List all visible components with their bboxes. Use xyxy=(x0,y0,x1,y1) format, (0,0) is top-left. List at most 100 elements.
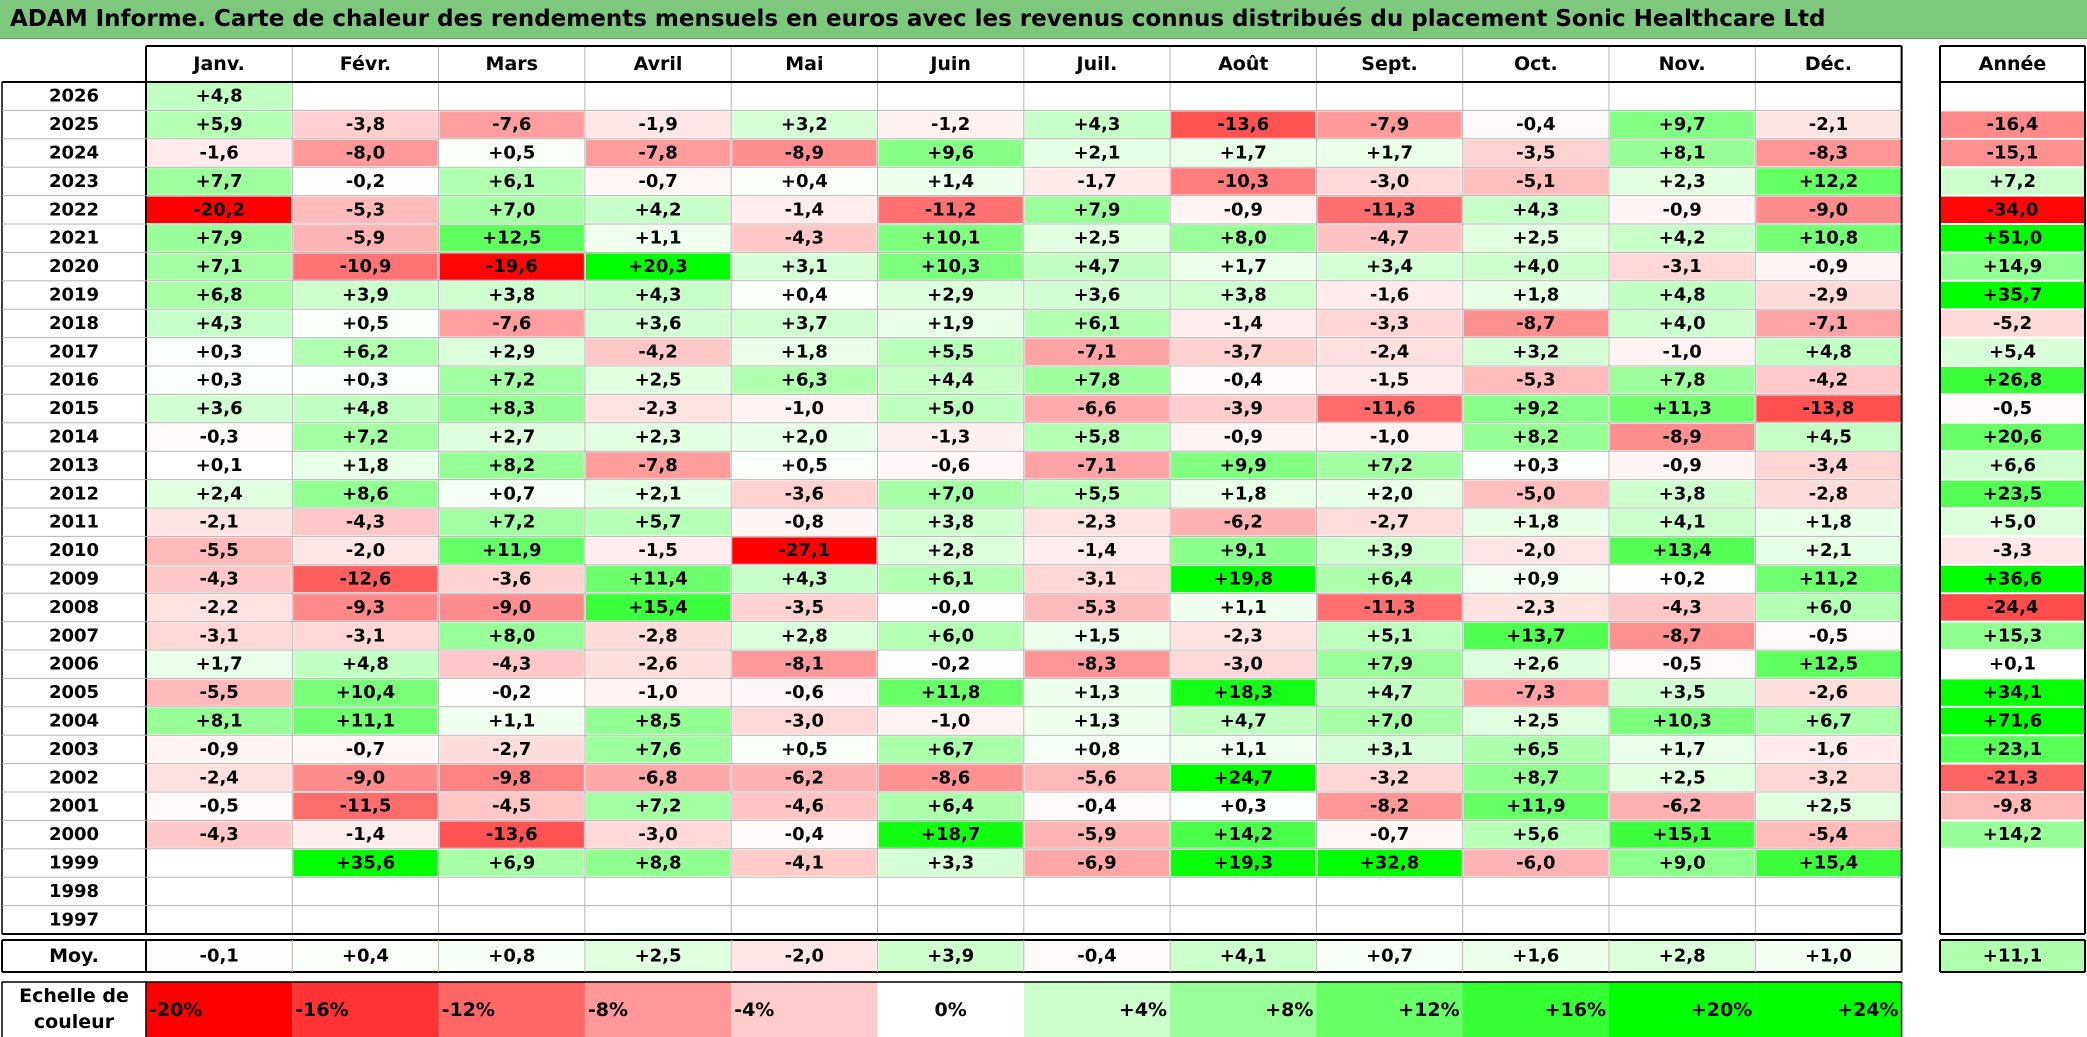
cell-value: -0,0 xyxy=(931,597,970,618)
heatmap-labels: Janv. Févr. Mars Avril Mai Juin Juil. Août Sept.… xyxy=(19,53,2046,1033)
heatmap-cell xyxy=(878,452,1023,479)
heatmap-cell xyxy=(878,395,1023,422)
annual-value: -5,2 xyxy=(1993,313,2032,334)
heatmap-cell xyxy=(1756,821,1901,848)
heatmap-cell xyxy=(147,395,292,422)
heatmap-cell xyxy=(147,196,292,223)
cell-value: +8,6 xyxy=(342,483,389,504)
heatmap-cell xyxy=(585,793,731,820)
cell-value: -12,6 xyxy=(340,569,392,590)
heatmap-cell xyxy=(878,736,1023,763)
average-annual-cell xyxy=(1941,941,2084,971)
heatmap-cell xyxy=(1463,168,1608,195)
heatmap-cell xyxy=(1317,452,1462,479)
cell-value: +2,1 xyxy=(1073,143,1120,164)
cell-value: +0,5 xyxy=(781,455,828,476)
heatmap-cell xyxy=(439,310,584,337)
heatmap-cell xyxy=(1317,480,1462,507)
heatmap-cell xyxy=(147,338,292,365)
cell-value: +6,5 xyxy=(1512,739,1559,760)
heatmap-cell xyxy=(1610,395,1755,422)
heatmap-cell xyxy=(1171,253,1316,280)
heatmap-cell xyxy=(1463,793,1608,820)
cell-value: -7,1 xyxy=(1077,341,1116,362)
heatmap-cell xyxy=(439,480,584,507)
cell-value: +1,4 xyxy=(927,171,974,192)
cell-value: -13,6 xyxy=(1217,114,1269,135)
heatmap-cell xyxy=(1024,196,1170,223)
annual-value: +7,2 xyxy=(1989,171,2036,192)
annual-cell xyxy=(1941,537,2084,564)
annual-value: -34,0 xyxy=(1987,199,2039,220)
heatmap-cell xyxy=(147,253,292,280)
scale-value: +16% xyxy=(1545,999,1606,1021)
cell-value: +2,8 xyxy=(781,625,828,646)
heatmap-cell xyxy=(1610,111,1755,138)
scale-value: -4% xyxy=(734,999,774,1021)
cell-value: -3,1 xyxy=(1077,569,1116,590)
cell-value: +4,5 xyxy=(1805,427,1852,448)
cell-value: +7,0 xyxy=(488,199,535,220)
heatmap-cell xyxy=(293,764,438,791)
heatmap-cell xyxy=(1024,821,1170,848)
heatmap-cell xyxy=(1463,196,1608,223)
heatmap-cell xyxy=(1610,622,1755,649)
cell-value: +9,1 xyxy=(1220,540,1267,561)
cell-value: -0,6 xyxy=(931,455,970,476)
cell-value: -1,4 xyxy=(346,824,385,845)
scale-value: -16% xyxy=(295,999,348,1021)
annual-cell xyxy=(1941,225,2084,252)
cell-value: -4,3 xyxy=(199,569,238,590)
annual-cell xyxy=(1941,310,2084,337)
cell-value: -5,5 xyxy=(199,682,238,703)
cell-value: +1,8 xyxy=(342,455,389,476)
cell-value: -7,9 xyxy=(1370,114,1409,135)
cell-value: -8,1 xyxy=(785,654,824,675)
cell-value: +3,1 xyxy=(1366,739,1413,760)
heatmap-cell xyxy=(1024,225,1170,252)
report-title: ADAM Informe. Carte de chaleur des rende… xyxy=(0,0,2087,39)
heatmap-cell xyxy=(147,367,292,394)
cell-value: -2,8 xyxy=(1809,483,1848,504)
cell-value: +10,3 xyxy=(1652,711,1712,732)
heatmap-cell xyxy=(732,764,877,791)
heatmap-cell xyxy=(1317,509,1462,536)
month-header: Févr. xyxy=(340,53,391,75)
cell-value: +11,2 xyxy=(1799,569,1859,590)
heatmap-cell xyxy=(1024,395,1170,422)
cell-value: +12,5 xyxy=(1799,654,1859,675)
heatmap-cell xyxy=(1610,281,1755,309)
average-label: Moy. xyxy=(49,945,99,967)
cell-value: -0,7 xyxy=(1370,824,1409,845)
cell-value: +4,3 xyxy=(1073,114,1120,135)
cell-value: +1,8 xyxy=(1805,512,1852,533)
heatmap-cell xyxy=(439,196,584,223)
cell-value: -7,6 xyxy=(492,114,531,135)
heatmap-cell xyxy=(1610,821,1755,848)
cell-value: -5,0 xyxy=(1516,483,1555,504)
annual-cell xyxy=(1941,111,2084,138)
annual-cell xyxy=(1941,651,2084,678)
heatmap-cell xyxy=(1171,594,1316,621)
heatmap-cell xyxy=(147,793,292,820)
annual-value: +6,6 xyxy=(1989,455,2036,476)
annual-value: +35,7 xyxy=(1983,285,2043,306)
heatmap-cell xyxy=(1610,168,1755,195)
row-year-label: 2003 xyxy=(49,739,99,760)
heatmap-cell xyxy=(1317,196,1462,223)
cell-value: -2,3 xyxy=(1516,597,1555,618)
cell-value: -2,1 xyxy=(199,512,238,533)
cell-value: -3,0 xyxy=(785,711,824,732)
cell-value: +8,1 xyxy=(196,711,243,732)
scale-swatch xyxy=(1023,982,1171,1037)
cell-value: +4,8 xyxy=(196,86,243,107)
average-value: +2,8 xyxy=(1659,946,1706,967)
cell-value: -4,3 xyxy=(785,228,824,249)
cell-value: +7,9 xyxy=(1366,654,1413,675)
heatmap-cell xyxy=(1756,395,1901,422)
cell-value: +4,8 xyxy=(1659,285,1706,306)
cell-value: +1,3 xyxy=(1073,711,1120,732)
cell-value: +8,1 xyxy=(1659,143,1706,164)
heatmap-cell xyxy=(1171,168,1316,195)
cell-value: +7,0 xyxy=(1366,711,1413,732)
